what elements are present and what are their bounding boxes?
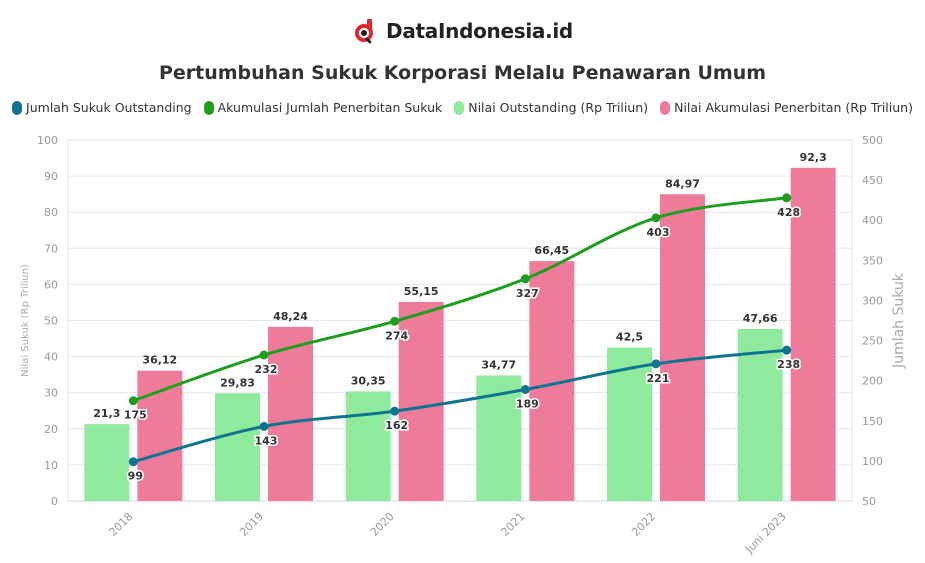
y-right-tick-label: 250 [862,335,883,348]
magnifier-d-logo-icon [355,19,374,44]
point-data-label: 162 [385,419,408,432]
brand-header: DataIndonesia.id [0,18,925,44]
bar-data-label: 48,24 [273,310,308,323]
bar-data-label: 42,5 [616,331,643,344]
x-tick-label: 2022 [629,510,658,539]
y-right-tick-label: 100 [862,455,883,468]
y-left-tick-label: 90 [44,170,58,183]
legend-swatch [454,100,465,115]
point-data-label: 327 [516,287,539,300]
y-right-tick-label: 350 [862,254,883,267]
point-data-label: 143 [255,434,278,447]
legend-label: Jumlah Sukuk Outstanding [26,100,192,115]
y-right-tick-label: 450 [862,174,883,187]
legend-label: Akumulasi Jumlah Penerbitan Sukuk [217,100,443,115]
bar [345,391,391,501]
legend-swatch [12,100,23,115]
point-data-label: 428 [777,206,800,219]
y-right-tick-label: 400 [862,214,883,227]
point-data-label: 99 [128,470,143,483]
series-point [390,406,400,416]
point-data-label: 403 [647,226,670,239]
series-point [651,213,661,223]
point-data-label: 175 [124,409,147,422]
bar [215,393,260,501]
y-left-tick-label: 20 [44,423,58,436]
y-left-tick-label: 0 [51,495,58,508]
legend-label: Nilai Outstanding (Rp Triliun) [468,100,649,115]
series-point [782,345,792,355]
series-line [132,348,787,464]
legend-item[interactable]: Jumlah Sukuk Outstanding [12,100,192,115]
series-line [132,196,787,403]
series-point [259,350,269,360]
bar-data-label: 34,77 [481,358,516,371]
bar-data-label: 30,35 [351,374,386,387]
y-left-tick-label: 80 [44,206,58,219]
legend-item[interactable]: Akumulasi Jumlah Penerbitan Sukuk [203,100,443,115]
bar [398,301,444,501]
bar [84,424,130,501]
point-data-label: 189 [516,397,539,410]
brand-name: DataIndonesia.id [386,19,573,43]
y-left-tick-label: 70 [44,242,58,255]
bar-data-label: 55,15 [404,285,439,298]
series-point [782,193,792,203]
bar-data-label: 66,45 [534,244,569,257]
y-left-tick-label: 10 [44,459,58,472]
chart-legend: Jumlah Sukuk Outstanding Akumulasi Jumlah… [0,100,925,115]
chart-title: Pertumbuhan Sukuk Korporasi Melalu Penaw… [158,62,767,84]
y-right-tick-label: 50 [862,495,876,508]
legend-swatch [203,100,214,115]
bar-data-label: 29,83 [220,376,255,389]
bar-data-label: 47,66 [743,312,778,325]
bar [790,167,836,501]
legend-item[interactable]: Nilai Akumulasi Penerbitan (Rp Triliun) [660,100,913,115]
y-right-tick-label: 200 [862,375,883,388]
legend-swatch [660,100,671,115]
series-point [259,421,269,431]
bar [737,328,783,501]
y-left-axis-title: Nilai Sukuk (Rp Triliun) [20,264,31,377]
legend-item[interactable]: Nilai Outstanding (Rp Triliun) [454,100,648,115]
bar-data-label: 84,97 [665,177,700,190]
y-right-axis-title: Jumlah Sukuk [891,272,907,369]
legend-label: Nilai Akumulasi Penerbitan (Rp Triliun) [674,100,913,115]
y-right-tick-label: 500 [862,134,883,147]
bar [607,347,652,501]
series-point [520,274,530,284]
x-tick-label: 2021 [498,510,527,539]
point-data-label: 274 [385,329,408,342]
y-left-tick-label: 60 [44,278,58,291]
point-data-label: 238 [777,358,800,371]
bar-data-label: 36,12 [142,354,177,367]
series-point [390,316,400,326]
series-point [128,396,138,406]
x-tick-label: 2020 [368,510,397,539]
bar [268,326,313,501]
y-left-tick-label: 50 [44,315,58,328]
bar-data-label: 21,3 [93,407,120,420]
series-point [128,457,138,467]
point-data-label: 232 [255,363,278,376]
y-left-tick-label: 100 [37,134,58,147]
x-tick-label: Juni 2023 [742,510,788,556]
x-tick-label: 2019 [237,510,266,539]
y-right-tick-label: 300 [862,294,883,307]
point-data-label: 221 [647,372,670,385]
y-left-tick-label: 30 [44,387,58,400]
bar [660,194,705,501]
series-point [651,359,661,369]
x-tick-label: 2018 [106,510,135,539]
bar-data-label: 92,3 [800,151,827,164]
series-point [520,384,530,394]
y-left-tick-label: 40 [44,351,58,364]
y-right-tick-label: 150 [862,415,883,428]
